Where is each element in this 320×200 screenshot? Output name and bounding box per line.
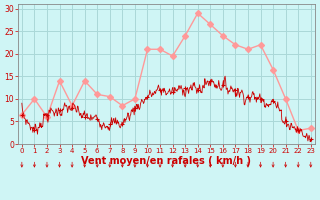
X-axis label: Vent moyen/en rafales ( km/h ): Vent moyen/en rafales ( km/h ) xyxy=(81,156,251,166)
